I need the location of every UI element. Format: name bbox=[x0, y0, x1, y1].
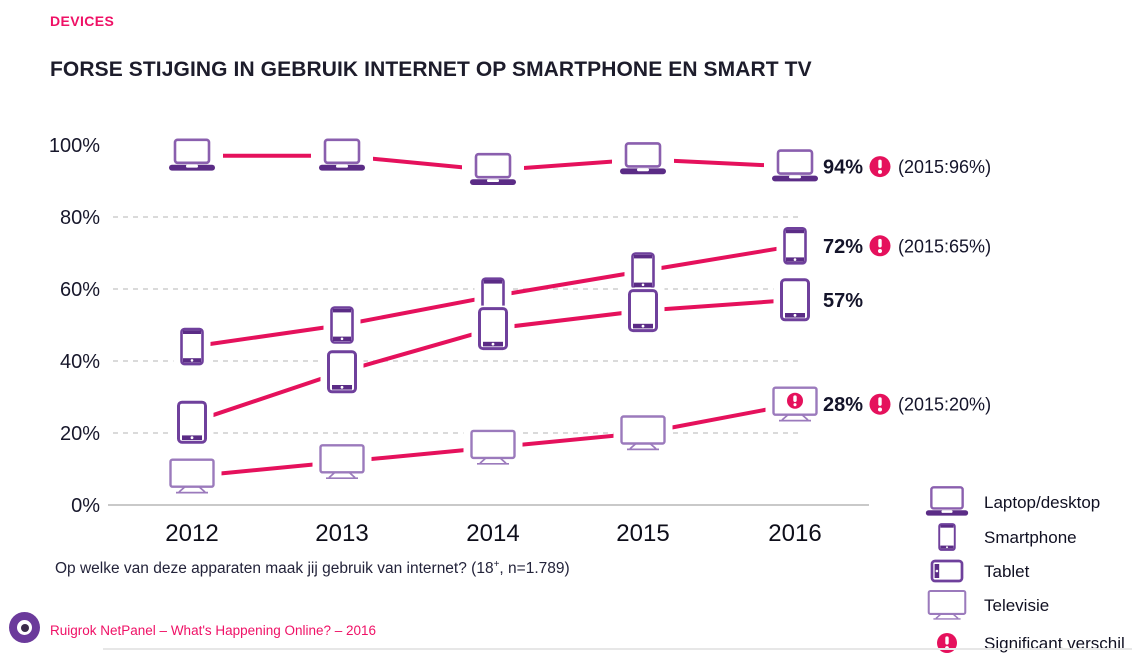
x-axis-year-label: 2015 bbox=[616, 520, 669, 547]
chart-title: FORSE STIJGING IN GEBRUIK INTERNET OP SM… bbox=[50, 58, 812, 81]
series-smartphone bbox=[173, 225, 814, 368]
end-value-label: 72% bbox=[823, 236, 863, 258]
tablet-icon bbox=[177, 400, 207, 444]
laptop-icon bbox=[772, 149, 818, 182]
survey-question-suffix: , n=1.789) bbox=[499, 560, 570, 578]
significance-note: (2015:96%) bbox=[898, 157, 991, 177]
series-line-segment bbox=[492, 308, 644, 331]
tv-icon bbox=[169, 458, 215, 494]
bottom-divider bbox=[103, 648, 1132, 650]
x-axis-year-label: 2012 bbox=[165, 520, 218, 547]
legend-item-label: Televisie bbox=[984, 596, 1049, 615]
series-line-segment bbox=[642, 243, 796, 273]
tv-icon bbox=[927, 589, 967, 620]
ruigrok-netpanel-logo-icon bbox=[9, 612, 40, 643]
legend-item-label: Laptop/desktop bbox=[984, 493, 1100, 512]
smartphone-icon bbox=[180, 327, 204, 366]
laptop-icon bbox=[169, 138, 215, 171]
legend-item: Tablet bbox=[930, 559, 1030, 583]
x-axis-year-label: 2016 bbox=[768, 520, 821, 547]
y-axis-tick-label: 100% bbox=[49, 135, 100, 157]
tablet-icon bbox=[628, 289, 658, 333]
legend-item-label: Tablet bbox=[984, 562, 1030, 581]
laptop-icon bbox=[319, 138, 365, 171]
smartphone-icon bbox=[783, 227, 807, 265]
legend-item-label: Smartphone bbox=[984, 528, 1077, 547]
series-line-segment bbox=[642, 297, 796, 313]
series-laptop bbox=[161, 136, 826, 190]
end-value-label: 94% bbox=[823, 157, 863, 179]
source-credit: Ruigrok NetPanel – What's Happening Onli… bbox=[50, 623, 377, 638]
end-value-label: 28% bbox=[823, 394, 863, 416]
x-axis-year-label: 2014 bbox=[466, 520, 519, 547]
section-label: DEVICES bbox=[50, 13, 115, 29]
legend-item: Significant verschil bbox=[937, 633, 1125, 653]
tablet-icon bbox=[478, 307, 508, 351]
smartphone-icon bbox=[938, 523, 956, 551]
survey-question-text: Op welke van deze apparaten maak jij geb… bbox=[55, 560, 494, 578]
smartphone-icon bbox=[330, 306, 354, 344]
series-tablet bbox=[170, 276, 817, 446]
significant-badge-icon bbox=[869, 235, 891, 257]
series-line-segment bbox=[341, 326, 494, 374]
legend-item: Smartphone bbox=[938, 523, 1077, 551]
survey-question-sup: + bbox=[493, 559, 500, 570]
legend-item: Laptop/desktop bbox=[925, 486, 1100, 516]
tv-icon bbox=[319, 444, 365, 480]
x-axis-year-label: 2013 bbox=[315, 520, 368, 547]
y-axis-tick-label: 0% bbox=[71, 495, 100, 517]
tablet-icon bbox=[327, 350, 357, 394]
significant-badge-icon bbox=[869, 156, 891, 178]
significance-note: (2015:65%) bbox=[898, 236, 991, 256]
tablet-icon bbox=[780, 278, 810, 322]
y-axis-tick-label: 40% bbox=[60, 351, 100, 373]
laptop-icon bbox=[620, 142, 666, 175]
tv-icon bbox=[620, 415, 666, 451]
y-axis-tick-label: 60% bbox=[60, 279, 100, 301]
y-axis-tick-label: 80% bbox=[60, 207, 100, 229]
significant-badge-icon bbox=[869, 393, 891, 415]
y-axis-tick-label: 20% bbox=[60, 423, 100, 445]
legend-item-label: Significant verschil bbox=[984, 634, 1125, 653]
tv-icon bbox=[470, 429, 516, 465]
significant-badge-icon bbox=[787, 392, 803, 409]
significance-note: (2015:20%) bbox=[898, 395, 991, 415]
end-value-label: 57% bbox=[823, 290, 863, 312]
tablet-icon bbox=[930, 559, 964, 583]
series-line-segment bbox=[191, 369, 343, 425]
series-line-segment bbox=[492, 269, 644, 299]
laptop-icon bbox=[925, 486, 969, 516]
series-line-segment bbox=[341, 294, 494, 327]
significant-badge-icon bbox=[937, 633, 957, 653]
laptop-icon bbox=[470, 152, 516, 185]
legend-item: Televisie bbox=[927, 589, 1049, 620]
smartphone-icon bbox=[631, 252, 655, 290]
series-tv bbox=[162, 383, 825, 498]
series-line-segment bbox=[191, 323, 343, 349]
survey-question: Op welke van deze apparaten maak jij geb… bbox=[55, 559, 570, 578]
